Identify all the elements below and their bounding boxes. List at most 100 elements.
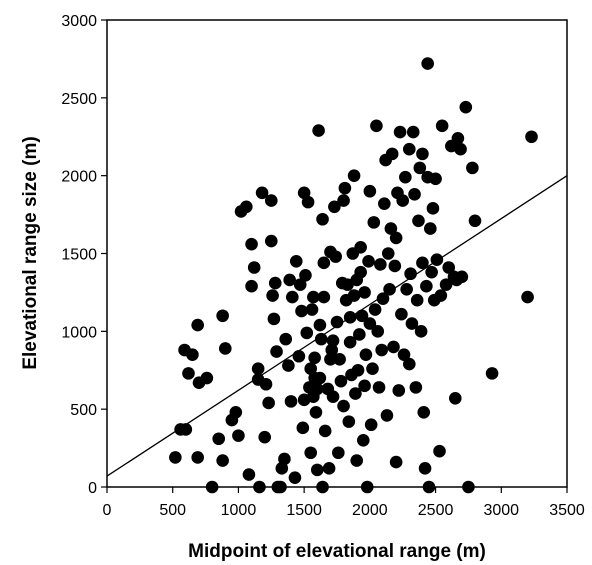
- data-point: [267, 312, 281, 326]
- data-point: [245, 237, 258, 251]
- data-point: [442, 261, 456, 274]
- data-point: [304, 446, 318, 460]
- data-point: [262, 396, 275, 410]
- data-point: [363, 184, 377, 198]
- data-point: [191, 451, 204, 464]
- data-point: [292, 349, 306, 363]
- data-point: [354, 240, 367, 254]
- data-point: [389, 231, 403, 245]
- data-point: [218, 342, 232, 355]
- data-point: [283, 273, 296, 287]
- data-point: [216, 454, 229, 467]
- data-point: [408, 188, 421, 201]
- data-point: [310, 382, 324, 396]
- data-point: [409, 381, 423, 394]
- x-tick-label: 3000: [483, 502, 519, 519]
- data-point: [307, 290, 320, 304]
- data-point: [413, 161, 427, 175]
- data-point: [378, 197, 391, 210]
- data-point: [247, 261, 261, 274]
- data-point: [372, 381, 386, 394]
- data-point: [371, 325, 385, 338]
- data-point: [325, 343, 339, 357]
- y-tick-label: 2500: [61, 91, 97, 108]
- y-tick-label: 0: [88, 480, 97, 497]
- data-point: [363, 317, 377, 330]
- data-point: [232, 429, 245, 442]
- data-point: [350, 454, 364, 467]
- data-point: [485, 367, 499, 380]
- data-point: [521, 290, 534, 304]
- data-point: [259, 377, 273, 391]
- data-point: [313, 318, 327, 332]
- data-point: [299, 268, 312, 282]
- data-point: [355, 309, 369, 323]
- data-points: [169, 57, 538, 494]
- data-point: [383, 283, 396, 296]
- data-point: [251, 362, 265, 375]
- data-point: [426, 202, 440, 215]
- data-point: [402, 142, 416, 156]
- data-point: [462, 480, 475, 494]
- data-point: [312, 124, 325, 137]
- data-point: [253, 480, 266, 494]
- data-point: [264, 234, 278, 248]
- data-point: [337, 399, 350, 413]
- data-point: [451, 132, 465, 145]
- data-point: [367, 216, 381, 229]
- data-point: [430, 253, 444, 267]
- data-point: [343, 311, 357, 324]
- data-point: [351, 363, 365, 377]
- data-point: [347, 169, 361, 182]
- data-point: [466, 161, 479, 175]
- y-tick-label: 2000: [61, 169, 97, 186]
- data-point: [388, 259, 402, 273]
- data-point: [424, 222, 437, 235]
- data-point: [289, 254, 303, 268]
- y-tick-label: 1500: [61, 247, 97, 264]
- data-point: [255, 186, 269, 200]
- data-point: [375, 343, 388, 357]
- data-point: [266, 289, 279, 302]
- data-point: [179, 423, 193, 436]
- x-tick-label: 0: [103, 502, 112, 519]
- data-point: [313, 371, 327, 385]
- data-point: [332, 446, 345, 460]
- data-point: [212, 432, 226, 446]
- x-tick-label: 1500: [286, 502, 322, 519]
- data-point: [169, 451, 182, 464]
- data-point: [326, 390, 340, 404]
- data-point: [316, 212, 329, 226]
- data-point: [322, 462, 336, 475]
- data-point: [459, 100, 473, 114]
- data-point: [412, 214, 425, 228]
- y-tick-label: 500: [70, 402, 97, 419]
- data-point: [326, 334, 340, 347]
- data-point: [435, 119, 449, 133]
- data-point: [433, 444, 446, 458]
- data-point: [399, 170, 412, 184]
- data-point: [264, 194, 278, 207]
- data-point: [434, 289, 448, 302]
- data-point: [293, 278, 307, 291]
- data-point: [402, 357, 416, 371]
- data-point: [295, 304, 308, 318]
- data-point: [328, 200, 341, 214]
- x-axis-ticks: 0 500 1000 1500 2000 2500 3000 3500: [103, 487, 585, 519]
- data-point: [342, 415, 356, 428]
- data-point: [405, 317, 419, 330]
- x-tick-label: 3500: [549, 502, 585, 519]
- data-point: [468, 214, 482, 228]
- data-point: [337, 194, 350, 207]
- data-point: [410, 293, 424, 307]
- data-point: [182, 367, 195, 380]
- data-point: [422, 480, 436, 494]
- data-point: [525, 130, 538, 144]
- data-point: [286, 290, 299, 304]
- data-point: [417, 405, 431, 419]
- data-point: [404, 267, 417, 281]
- x-tick-label: 2000: [352, 502, 388, 519]
- data-point: [416, 147, 429, 161]
- data-point: [454, 142, 467, 156]
- data-point: [448, 391, 462, 405]
